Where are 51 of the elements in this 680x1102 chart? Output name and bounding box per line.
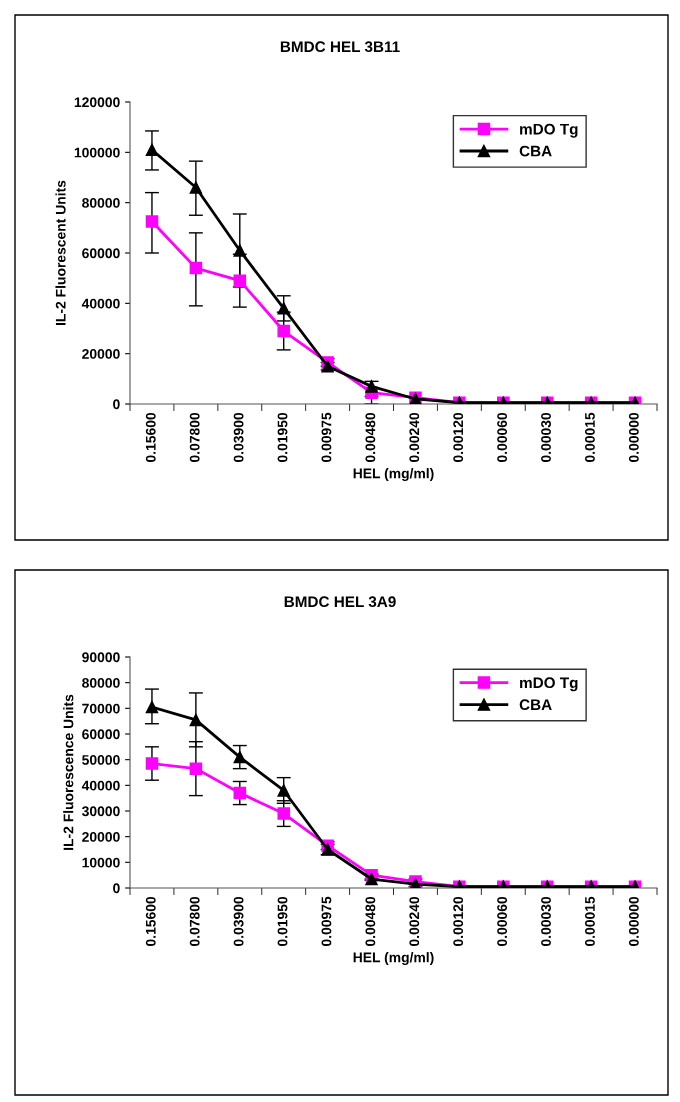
y-tick-label: 70000 [82,703,120,714]
y-tick-label: 100000 [74,147,120,158]
x-tick-label: 0.00240 [409,412,420,462]
x-tick-label: 0.00015 [585,412,595,462]
y-tick-label: 80000 [82,198,120,208]
x-tick-label: 0.03900 [233,896,244,946]
legend-label: CBA [519,145,552,157]
x-axis-title: HEL (mg/ml) [353,468,434,482]
x-tick-label: 0.01950 [277,412,288,462]
x-tick-label: 0.00030 [541,896,551,946]
y-tick-label: 20000 [82,349,120,359]
y-tick-label: 10000 [82,857,120,868]
legend-label: mDO Tg [520,677,578,692]
x-tick-label: 0.00000 [628,412,639,462]
y-tick-label: 60000 [82,248,120,259]
x-tick-label: 0.07800 [189,896,200,946]
x-tick-label: 0.00975 [321,412,332,462]
y-tick-label: 0 [113,399,120,410]
y-tick-label: 0 [113,883,120,894]
x-tick-label: 0.07800 [189,412,200,462]
chart-title: BMDC HEL 3A9 [284,596,396,608]
x-tick-label: 0.00120 [453,412,464,462]
x-tick-label: 0.00120 [453,896,464,946]
x-axis-title: HEL (mg/ml) [353,952,434,966]
x-tick-label: 0.01950 [277,896,288,946]
y-tick-label: 90000 [82,652,120,663]
y-tick-label: 120000 [74,97,120,108]
x-tick-label: 0.00480 [365,412,376,462]
y-tick-label: 50000 [82,755,120,765]
x-tick-label: 0.00015 [585,896,595,946]
y-tick-label: 30000 [81,806,120,817]
y-tick-label: 40000 [81,780,120,791]
x-tick-label: 0.03900 [233,412,244,462]
x-tick-label: 0.00480 [365,896,376,946]
y-tick-label: 40000 [81,298,120,309]
x-tick-label: 0.00060 [497,412,508,462]
y-tick-label: 80000 [82,678,120,688]
x-tick-label: 0.00240 [409,896,420,946]
x-tick-label: 0.00060 [497,896,508,946]
y-tick-label: 60000 [82,729,120,740]
x-tick-label: 0.15600 [145,896,156,946]
x-tick-label: 0.15600 [145,412,156,462]
x-tick-label: 0.00030 [541,412,551,462]
legend-label: CBA [519,699,552,711]
x-tick-label: 0.00000 [628,896,639,946]
x-tick-label: 0.00975 [321,896,332,946]
legend-label: mDO Tg [520,123,578,138]
chart-title: BMDC HEL 3B11 [280,41,400,53]
y-axis-title: IL-2 Fluorescence Units [63,694,74,850]
y-axis-title: IL-2 Fluorescent Units [55,180,66,325]
y-tick-label: 20000 [82,832,120,842]
